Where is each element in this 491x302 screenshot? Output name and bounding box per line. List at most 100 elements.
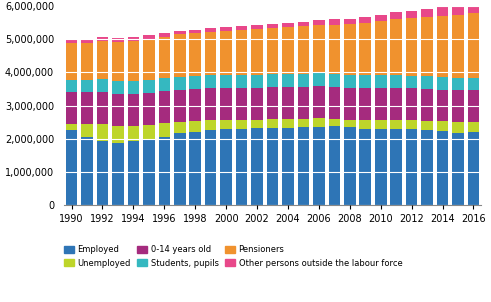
Bar <box>112 42 124 81</box>
Bar <box>236 26 247 30</box>
Bar <box>436 131 448 205</box>
Bar <box>236 129 247 205</box>
Bar <box>390 129 402 205</box>
Bar <box>375 15 386 21</box>
Bar <box>220 31 232 76</box>
Bar <box>421 76 433 89</box>
Bar <box>313 118 325 127</box>
Bar <box>436 16 448 77</box>
Bar <box>205 88 217 120</box>
Bar <box>452 78 464 90</box>
Bar <box>66 130 78 205</box>
Bar <box>81 92 93 124</box>
Bar <box>452 5 464 15</box>
Bar <box>313 127 325 205</box>
Bar <box>390 12 402 19</box>
Bar <box>344 19 355 24</box>
Bar <box>236 75 247 88</box>
Bar <box>143 39 155 80</box>
Bar <box>81 43 93 80</box>
Bar <box>298 26 309 74</box>
Bar <box>220 120 232 129</box>
Bar <box>344 88 355 120</box>
Bar <box>282 87 294 119</box>
Bar <box>174 31 186 34</box>
Bar <box>467 13 479 78</box>
Bar <box>159 123 170 137</box>
Bar <box>282 23 294 27</box>
Bar <box>436 90 448 121</box>
Bar <box>174 90 186 122</box>
Bar <box>81 124 93 137</box>
Bar <box>421 89 433 120</box>
Bar <box>375 120 386 129</box>
Bar <box>452 90 464 122</box>
Bar <box>267 24 278 28</box>
Bar <box>298 87 309 119</box>
Bar <box>174 77 186 90</box>
Bar <box>66 92 78 124</box>
Bar <box>97 92 109 124</box>
Bar <box>190 89 201 121</box>
Bar <box>251 29 263 75</box>
Bar <box>128 94 139 126</box>
Bar <box>128 141 139 205</box>
Bar <box>421 120 433 130</box>
Bar <box>328 87 340 119</box>
Bar <box>467 90 479 122</box>
Bar <box>205 130 217 205</box>
Bar <box>81 80 93 92</box>
Bar <box>236 120 247 129</box>
Bar <box>251 88 263 120</box>
Bar <box>436 77 448 90</box>
Bar <box>421 17 433 76</box>
Bar <box>436 7 448 16</box>
Bar <box>267 28 278 75</box>
Bar <box>205 76 217 88</box>
Bar <box>159 92 170 123</box>
Bar <box>81 39 93 43</box>
Bar <box>190 76 201 89</box>
Bar <box>344 127 355 205</box>
Bar <box>359 129 371 205</box>
Bar <box>313 86 325 118</box>
Bar <box>344 75 355 88</box>
Bar <box>359 88 371 120</box>
Bar <box>359 76 371 88</box>
Bar <box>359 23 371 76</box>
Bar <box>220 27 232 31</box>
Bar <box>205 120 217 130</box>
Bar <box>452 133 464 205</box>
Bar <box>205 28 217 32</box>
Bar <box>467 122 479 132</box>
Bar <box>328 19 340 25</box>
Bar <box>190 33 201 76</box>
Bar <box>112 81 124 94</box>
Bar <box>81 137 93 205</box>
Bar <box>190 30 201 33</box>
Bar <box>205 32 217 76</box>
Bar <box>452 15 464 78</box>
Bar <box>282 27 294 74</box>
Bar <box>406 129 417 205</box>
Bar <box>344 120 355 127</box>
Bar <box>390 120 402 129</box>
Bar <box>66 80 78 92</box>
Bar <box>97 79 109 92</box>
Bar <box>112 126 124 143</box>
Bar <box>159 37 170 79</box>
Bar <box>313 20 325 25</box>
Bar <box>452 122 464 133</box>
Bar <box>97 37 109 41</box>
Bar <box>267 119 278 128</box>
Bar <box>128 81 139 94</box>
Bar <box>159 33 170 37</box>
Bar <box>143 35 155 39</box>
Bar <box>112 94 124 126</box>
Bar <box>406 18 417 76</box>
Bar <box>128 41 139 81</box>
Bar <box>174 34 186 77</box>
Bar <box>143 139 155 205</box>
Bar <box>282 128 294 205</box>
Bar <box>66 39 78 43</box>
